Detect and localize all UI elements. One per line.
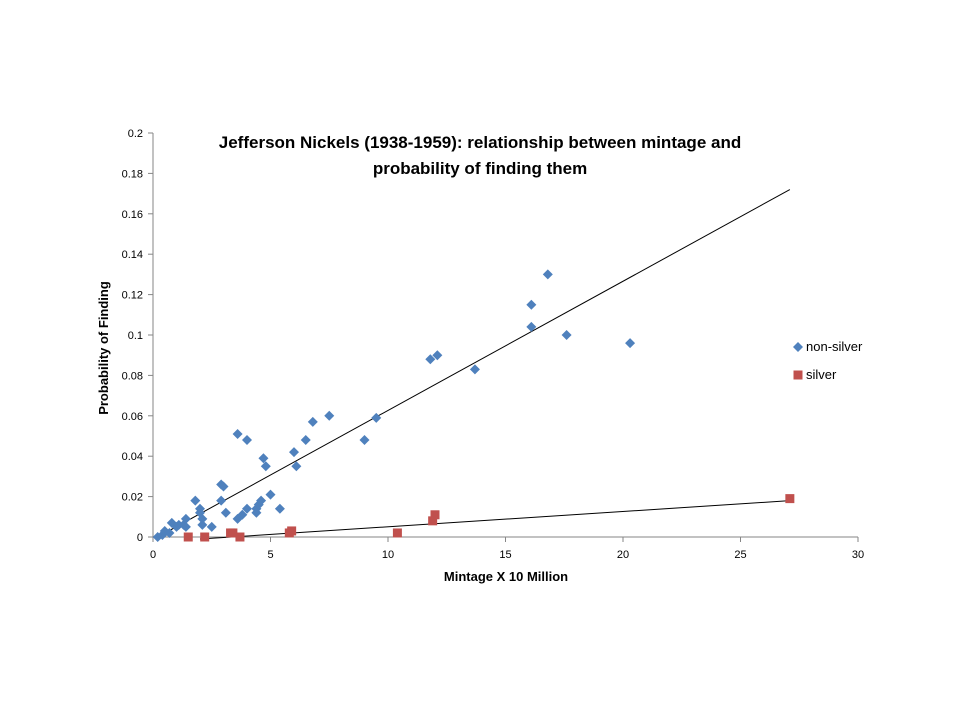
y-tick-label: 0.1 (128, 330, 143, 342)
x-tick-label: 15 (499, 549, 511, 561)
chart-title: Jefferson Nickels (1938-1959): relations… (219, 133, 741, 178)
non-silver-point (197, 513, 208, 524)
non-silver-point (180, 513, 191, 524)
non-silver-point (425, 354, 436, 365)
silver-point (228, 528, 238, 538)
y-tick-label: 0.18 (122, 168, 143, 180)
silver-point (200, 532, 210, 542)
non-silver-point (164, 527, 175, 538)
non-silver-point (274, 503, 285, 514)
non-silver-point (291, 461, 302, 472)
x-tick-label: 20 (617, 549, 629, 561)
non-silver-point (300, 435, 311, 446)
legend-marker-silver (793, 370, 803, 380)
non-silver-point (256, 495, 267, 506)
silver-point (785, 494, 795, 504)
non-silver-point (260, 461, 271, 472)
silver-point (183, 532, 193, 542)
non-silver-point (432, 350, 443, 361)
non-silver-point (526, 321, 537, 332)
y-tick-label: 0.12 (122, 290, 143, 302)
silver-point (430, 510, 440, 520)
non-silver-point (206, 521, 217, 532)
x-axis-title: Mintage X 10 Million (444, 569, 568, 584)
non-silver-point (242, 435, 252, 446)
y-tick-label: 0 (137, 532, 143, 544)
trendline-non-silver (157, 189, 791, 538)
non-silver-point (220, 507, 231, 518)
trendline-silver (199, 500, 790, 540)
y-tick-label: 0.08 (122, 370, 143, 382)
trendlines (157, 189, 791, 540)
non-silver-point (197, 519, 208, 530)
axes: 0 0.02 0.04 0.06 0.08 0.1 0.12 0.14 0.16 0.18 0.2 0… (122, 128, 865, 561)
x-tick-label: 25 (734, 549, 746, 561)
silver-point (428, 516, 438, 526)
legend-marker-non-silver (793, 342, 803, 352)
chart-title-line-2: probability of finding them (373, 159, 587, 178)
non-silver-point (218, 481, 229, 492)
non-silver-point (561, 330, 572, 340)
y-tick-label: 0.02 (122, 492, 143, 504)
silver-point (235, 532, 245, 542)
silver-point (392, 528, 402, 538)
non-silver-point (625, 338, 636, 349)
y-tick-label: 0.2 (128, 128, 143, 140)
x-tick-label: 5 (267, 549, 273, 561)
non-silver-point (237, 509, 248, 520)
non-silver-point (289, 447, 299, 458)
non-silver-point (242, 503, 252, 514)
non-silver-point (469, 364, 480, 375)
non-silver-point (359, 435, 370, 446)
y-tick-label: 0.14 (122, 249, 143, 261)
non-silver-point (251, 507, 262, 518)
non-silver-point (371, 412, 382, 423)
non-silver-point (180, 521, 191, 532)
y-tick-label: 0.04 (122, 451, 143, 463)
non-silver-point (258, 453, 269, 464)
non-silver-point (265, 489, 276, 500)
non-silver-point (307, 416, 318, 427)
non-silver-point (526, 299, 537, 310)
non-silver-point (324, 410, 335, 421)
legend: non-silver silver (793, 339, 863, 382)
legend-label-non-silver: non-silver (806, 339, 863, 354)
silver-point (287, 526, 297, 536)
y-tick-label: 0.06 (122, 411, 143, 423)
legend-label-silver: silver (806, 367, 837, 382)
non-silver-point (216, 495, 227, 506)
x-tick-label: 30 (852, 549, 864, 561)
data-points (152, 269, 795, 542)
x-tick-label: 10 (382, 549, 394, 561)
chart-title-line-1: Jefferson Nickels (1938-1959): relations… (219, 133, 741, 152)
x-tick-label: 0 (150, 549, 156, 561)
y-tick-label: 0.16 (122, 209, 143, 221)
non-silver-point (542, 269, 553, 280)
y-axis-title: Probability of Finding (96, 281, 111, 415)
non-silver-point (190, 495, 201, 506)
non-silver-point (232, 428, 243, 439)
